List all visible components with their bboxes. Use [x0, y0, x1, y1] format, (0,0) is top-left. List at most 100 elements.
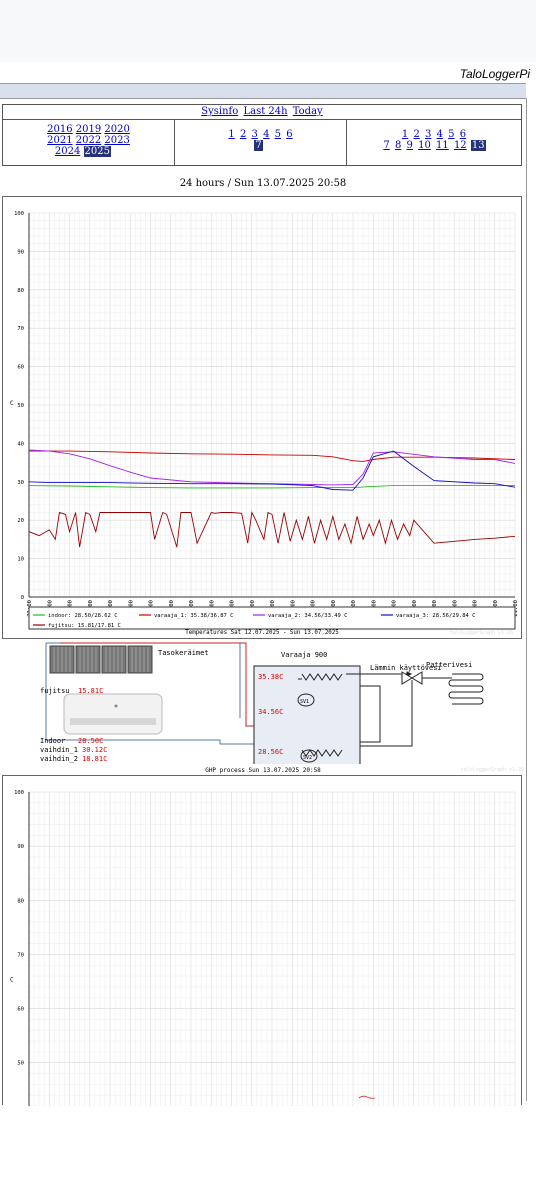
temperature-chart: 0102030405060708090100C21:0022:0023:0000…: [2, 196, 522, 639]
month-link-1[interactable]: 1: [401, 129, 409, 140]
y-tick-label: 90: [17, 844, 24, 850]
navigation-table: Sysinfo Last 24h Today 2016 2019 2020 20…: [2, 104, 522, 166]
y-tick-label: 80: [17, 898, 24, 904]
y-tick-label: 80: [17, 288, 24, 294]
legend-label: varaaja_3: 28.56/29.84 C: [396, 613, 475, 619]
year-link-2022[interactable]: 2022: [75, 135, 102, 146]
chart-watermark: taloLoggerGraph v1.26: [450, 630, 513, 636]
y-axis-label: C: [10, 977, 14, 984]
month-link-5[interactable]: 5: [448, 129, 455, 140]
fujitsu-value: 15.81C: [78, 687, 103, 695]
month-link-10[interactable]: 10: [418, 140, 431, 151]
legend-label: fujitsu: 15.81/17.81 C: [48, 623, 121, 629]
radiator-icon: [448, 673, 484, 705]
x-tick-label: 21:00: [513, 600, 519, 617]
year-link-2024[interactable]: 2024: [54, 146, 81, 157]
month-link-2[interactable]: 2: [413, 129, 420, 140]
week-links: 1 2 3 4 5 6: [227, 129, 293, 140]
ghp-watermark: taloLoggerGraph v1.26: [460, 767, 524, 773]
vaihdin2-value: 18.81C: [82, 755, 107, 763]
legend-label: varaaja_1: 35.38/36.87 C: [154, 613, 233, 619]
page-frame: [0, 98, 527, 1101]
last-24h-link[interactable]: Last 24h: [243, 106, 288, 117]
collector-panels-icon: [49, 645, 153, 674]
year-link-2023[interactable]: 2023: [104, 135, 130, 146]
series-line-2: [28, 449, 516, 486]
fujitsu-label: fujitsu: [40, 687, 70, 695]
vaihdin1-label: vaihdin_1: [40, 746, 78, 754]
month-selected-13[interactable]: 13: [470, 140, 486, 151]
sv1-sensor: [297, 693, 315, 707]
y-tick-label: 30: [17, 480, 24, 486]
y-tick-label: 50: [17, 1061, 24, 1067]
indoor-label: Indoor: [40, 737, 65, 745]
varaaja-title: Varaaja 900: [281, 651, 327, 659]
ghp-caption: GHP process Sun 13.07.2025 20:58: [205, 767, 321, 774]
legend-label: indoor: 28.50/28.62 C: [48, 613, 118, 619]
y-tick-label: 60: [17, 365, 24, 371]
series-line-4: [28, 511, 516, 548]
sv2-label: SV2: [303, 755, 312, 761]
ghp-process-diagram: Tasokeräimet Varaaja 900 35.38C 34.56C 2…: [2, 642, 522, 768]
month-links-row1: 1 2 3 4 5 6: [401, 129, 467, 140]
month-link-4[interactable]: 4: [436, 129, 443, 140]
year-link-2016[interactable]: 2016: [47, 124, 73, 135]
browser-top-area: [0, 0, 536, 62]
chart-footer: Temperatures Sat 12.07.2025 - Sun 13.07.…: [185, 630, 339, 636]
month-link-7[interactable]: 7: [383, 140, 390, 151]
lammin-label: Lämmin käyttövesi: [370, 664, 442, 672]
nav-header: Sysinfo Last 24h Today: [3, 105, 521, 120]
y-tick-label: 70: [17, 952, 24, 958]
week-link-4[interactable]: 4: [263, 129, 270, 140]
month-cell: 1 2 3 4 5 6 7 8 9 10 11 12 13: [347, 120, 521, 165]
tank-top-temp: 35.38C: [258, 673, 283, 681]
week-link-3[interactable]: 3: [251, 129, 258, 140]
series-line-1: [29, 450, 516, 462]
y-tick-label: 20: [17, 518, 24, 524]
partial-series-line: [358, 1095, 376, 1099]
month-link-6[interactable]: 6: [459, 129, 467, 140]
week-selected-7[interactable]: 7: [254, 140, 263, 151]
coil-bottom-icon: [301, 749, 343, 757]
sv1-label: SV1: [300, 699, 309, 705]
month-link-3[interactable]: 3: [425, 129, 432, 140]
month-links-row2: 7 8 9 10 11 12: [382, 140, 470, 151]
sysinfo-link[interactable]: Sysinfo: [201, 106, 239, 117]
month-link-9[interactable]: 9: [406, 140, 413, 151]
week-link-5[interactable]: 5: [274, 129, 282, 140]
y-tick-label: 0: [21, 595, 24, 601]
vaihdin2-label: vaihdin_2: [40, 755, 78, 763]
temperature-chart-svg: 0102030405060708090100C21:0022:0023:0000…: [10, 211, 519, 636]
y-tick-label: 40: [17, 441, 24, 447]
series-line-0: [28, 485, 515, 489]
week-link-2[interactable]: 2: [239, 129, 247, 140]
legend-label: varaaja_2: 34.56/33.49 C: [268, 613, 347, 619]
month-link-11[interactable]: 11: [436, 140, 449, 151]
tank-bottom-temp: 28.56C: [258, 748, 283, 756]
week-link-6[interactable]: 6: [286, 129, 293, 140]
today-link[interactable]: Today: [292, 106, 323, 117]
vaihdin1-value: 30.12C: [82, 746, 107, 754]
brand-title: TaloLoggerPi: [459, 67, 530, 81]
y-tick-label: 90: [17, 249, 24, 255]
y-tick-label: 60: [17, 1007, 24, 1013]
year-link-2021[interactable]: 2021: [47, 135, 73, 146]
sv2-sensor: [300, 749, 318, 763]
chart-legend: [28, 606, 516, 630]
y-tick-label: 10: [17, 557, 24, 563]
ac-unit-icon: [63, 693, 163, 735]
page-caption: 24 hours / Sun 13.07.2025 20:58: [179, 178, 347, 189]
y-tick-label: 50: [17, 403, 24, 409]
series-line-3: [28, 450, 516, 491]
week-link-1[interactable]: 1: [228, 129, 235, 140]
year-selected-2025[interactable]: 2025: [83, 146, 111, 157]
month-link-12[interactable]: 12: [453, 140, 467, 151]
year-link-2020[interactable]: 2020: [104, 124, 130, 135]
year-link-2019[interactable]: 2019: [75, 124, 102, 135]
y-tick-label: 100: [14, 211, 24, 217]
y-tick-label: 70: [17, 326, 24, 332]
patterivesi-label: Patterivesi: [426, 661, 472, 669]
month-link-8[interactable]: 8: [394, 140, 402, 151]
